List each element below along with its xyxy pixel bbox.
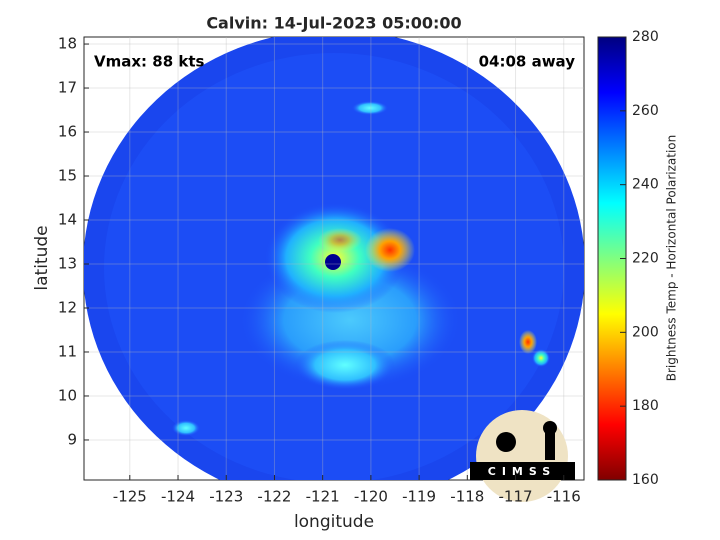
time-away-label: 04:08 away (479, 53, 576, 71)
y-tick-label: 17 (58, 79, 77, 97)
x-tick-label: -118 (450, 488, 484, 506)
grid (84, 37, 584, 480)
y-tick-label: 13 (58, 254, 77, 272)
title: Calvin: 14-Jul-2023 05:00:00 (206, 14, 461, 33)
x-tick-label: -122 (257, 488, 291, 506)
colorbar-tick-label: 220 (632, 251, 659, 267)
x-tick-label: -119 (402, 488, 436, 506)
colorbar-tick-label: 280 (632, 29, 659, 45)
y-tick-label: 12 (58, 298, 77, 316)
y-tick-label: 9 (67, 430, 77, 448)
x-tick-label: -124 (161, 488, 195, 506)
satellite-image (84, 37, 584, 480)
x-tick-label: -120 (354, 488, 388, 506)
x-tick-label: -121 (306, 488, 340, 506)
y-tick-label: 14 (58, 211, 77, 229)
y-tick-label: 11 (58, 342, 77, 360)
x-tick-label: -116 (547, 488, 581, 506)
y-tick-label: 16 (58, 123, 77, 141)
colorbar-tick-label: 180 (632, 398, 659, 414)
y-tick-label: 18 (58, 35, 77, 53)
colorbar-tick-label: 260 (632, 103, 659, 119)
logo-text: CIMSS (488, 465, 556, 478)
logo: CIMSS (470, 410, 575, 502)
x-tick-label: -117 (499, 488, 533, 506)
colorbar-tick-label: 200 (632, 324, 659, 340)
x-axis-label: longitude (294, 512, 374, 532)
colorbar-tick-label: 160 (632, 472, 659, 488)
y-tick-label: 10 (58, 386, 77, 404)
colorbar-label: Brightness Temp - Horizontal Polarizatio… (665, 135, 679, 382)
colorbar-tick-label: 240 (632, 177, 659, 193)
y-tick-label: 15 (58, 167, 77, 185)
y-axis-label: latitude (32, 225, 52, 290)
x-tick-label: -125 (113, 488, 147, 506)
vmax-label: Vmax: 88 kts (94, 53, 204, 71)
x-tick-label: -123 (209, 488, 243, 506)
